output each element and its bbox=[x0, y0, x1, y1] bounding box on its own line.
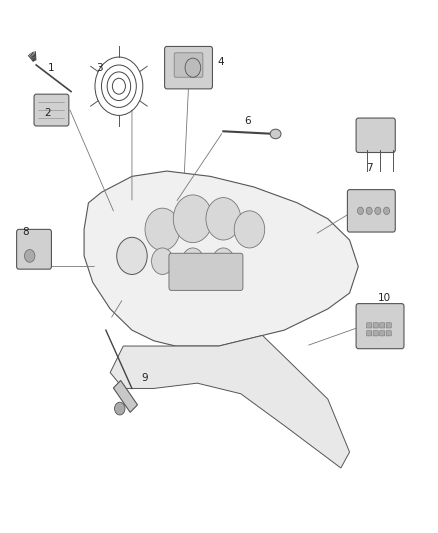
Circle shape bbox=[357, 207, 364, 215]
Polygon shape bbox=[84, 171, 358, 346]
FancyBboxPatch shape bbox=[17, 229, 51, 269]
FancyBboxPatch shape bbox=[34, 94, 69, 126]
FancyBboxPatch shape bbox=[380, 322, 385, 328]
Circle shape bbox=[173, 195, 212, 243]
Circle shape bbox=[152, 248, 173, 274]
FancyBboxPatch shape bbox=[380, 330, 385, 336]
Polygon shape bbox=[110, 335, 350, 468]
Circle shape bbox=[117, 237, 147, 274]
FancyBboxPatch shape bbox=[356, 304, 404, 349]
Text: 1: 1 bbox=[48, 63, 55, 72]
FancyBboxPatch shape bbox=[165, 46, 212, 89]
Circle shape bbox=[145, 208, 180, 251]
Text: 8: 8 bbox=[22, 227, 28, 237]
FancyBboxPatch shape bbox=[169, 253, 243, 290]
Circle shape bbox=[185, 58, 201, 77]
Circle shape bbox=[25, 249, 35, 262]
FancyBboxPatch shape bbox=[356, 118, 395, 152]
Text: 10: 10 bbox=[378, 293, 391, 303]
Text: 3: 3 bbox=[96, 63, 102, 72]
Text: 9: 9 bbox=[142, 373, 148, 383]
Circle shape bbox=[115, 402, 125, 415]
FancyBboxPatch shape bbox=[386, 322, 391, 328]
Text: 4: 4 bbox=[218, 58, 225, 67]
Circle shape bbox=[375, 207, 381, 215]
FancyBboxPatch shape bbox=[174, 53, 203, 77]
Text: 2: 2 bbox=[44, 108, 50, 118]
Circle shape bbox=[384, 207, 390, 215]
Circle shape bbox=[234, 211, 265, 248]
Text: 7: 7 bbox=[366, 164, 372, 173]
FancyBboxPatch shape bbox=[373, 330, 378, 336]
Polygon shape bbox=[113, 381, 138, 413]
Circle shape bbox=[206, 198, 241, 240]
Circle shape bbox=[366, 207, 372, 215]
Text: 6: 6 bbox=[244, 116, 251, 126]
FancyBboxPatch shape bbox=[386, 330, 391, 336]
FancyBboxPatch shape bbox=[367, 330, 372, 336]
Ellipse shape bbox=[270, 129, 281, 139]
Circle shape bbox=[212, 248, 234, 274]
FancyBboxPatch shape bbox=[367, 322, 372, 328]
FancyBboxPatch shape bbox=[347, 190, 395, 232]
Circle shape bbox=[182, 248, 204, 274]
FancyBboxPatch shape bbox=[373, 322, 378, 328]
